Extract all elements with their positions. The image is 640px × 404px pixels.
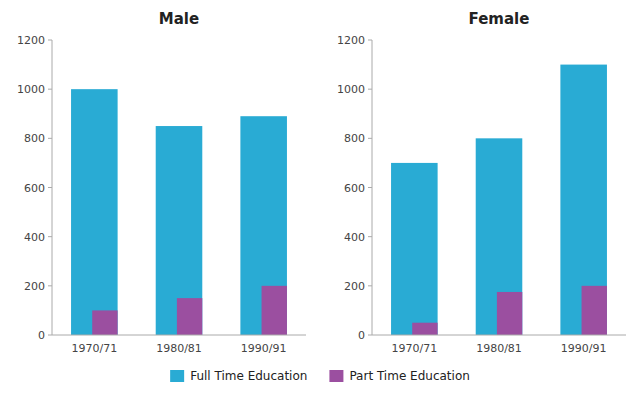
legend-label: Part Time Education xyxy=(349,369,469,383)
y-tick-label: 1000 xyxy=(337,83,365,96)
bar: Part Time Education xyxy=(497,292,522,335)
y-tick xyxy=(48,187,52,188)
x-axis-line xyxy=(52,335,306,336)
y-tick xyxy=(368,89,372,90)
bar: Full Time Education xyxy=(560,65,607,335)
y-tick-label: 400 xyxy=(24,231,45,244)
bar: Part Time Education xyxy=(412,323,437,335)
y-tick xyxy=(48,335,52,336)
y-tick-label: 600 xyxy=(344,182,365,195)
y-tick xyxy=(368,335,372,336)
bar: Full Time Education xyxy=(71,89,118,335)
bars: Full Time Education Full Time Education Fu… xyxy=(71,89,287,335)
x-tick-label: 1980/81 xyxy=(156,342,202,355)
y-tick-label: 800 xyxy=(24,132,45,145)
bar: Part Time Education xyxy=(92,310,117,335)
bar: Part Time Education xyxy=(262,286,287,335)
y-tick xyxy=(48,138,52,139)
y-tick xyxy=(48,40,52,41)
legend-swatch xyxy=(329,370,343,382)
y-tick xyxy=(368,236,372,237)
y-tick-label: 1000 xyxy=(17,83,45,96)
y-tick xyxy=(48,89,52,90)
y-tick-label: 1200 xyxy=(17,34,45,47)
y-tick-label: 400 xyxy=(344,231,365,244)
chart-root: MaleFull Time EducationFull Time Educati… xyxy=(0,0,640,404)
chart-title: Male xyxy=(159,10,199,28)
x-tick-label: 1990/91 xyxy=(241,342,287,355)
y-tick-label: 0 xyxy=(38,329,45,342)
x-tick-label: 1970/71 xyxy=(391,342,437,355)
bar: Full Time Education xyxy=(240,116,287,335)
bar: Full Time Education xyxy=(156,126,203,335)
y-tick xyxy=(48,285,52,286)
y-tick xyxy=(368,40,372,41)
bar: Full Time Education xyxy=(391,163,438,335)
y-tick-label: 200 xyxy=(344,280,365,293)
y-tick-label: 600 xyxy=(24,182,45,195)
bar: Part Time Education xyxy=(177,298,202,335)
y-tick-label: 0 xyxy=(358,329,365,342)
bars: Full Time Education Full Time Education Fu… xyxy=(391,65,607,335)
x-axis-line xyxy=(372,335,626,336)
legend: Full Time Education Part Time Education xyxy=(170,369,470,383)
legend-label: Full Time Education xyxy=(190,369,307,383)
bar: Full Time Education xyxy=(476,138,523,335)
y-tick xyxy=(368,285,372,286)
x-tick-label: 1980/81 xyxy=(476,342,522,355)
panel: FemaleFull Time EducationFull Time Educa… xyxy=(337,10,626,355)
panel: MaleFull Time EducationFull Time Educati… xyxy=(17,10,306,355)
bar: Part Time Education xyxy=(582,286,607,335)
x-tick-label: 1990/91 xyxy=(561,342,607,355)
y-tick-label: 200 xyxy=(24,280,45,293)
y-tick-label: 800 xyxy=(344,132,365,145)
y-tick xyxy=(368,187,372,188)
y-tick xyxy=(48,236,52,237)
y-tick-label: 1200 xyxy=(337,34,365,47)
chart-title: Female xyxy=(469,10,530,28)
legend-swatch xyxy=(170,370,184,382)
y-tick xyxy=(368,138,372,139)
x-tick-label: 1970/71 xyxy=(71,342,117,355)
